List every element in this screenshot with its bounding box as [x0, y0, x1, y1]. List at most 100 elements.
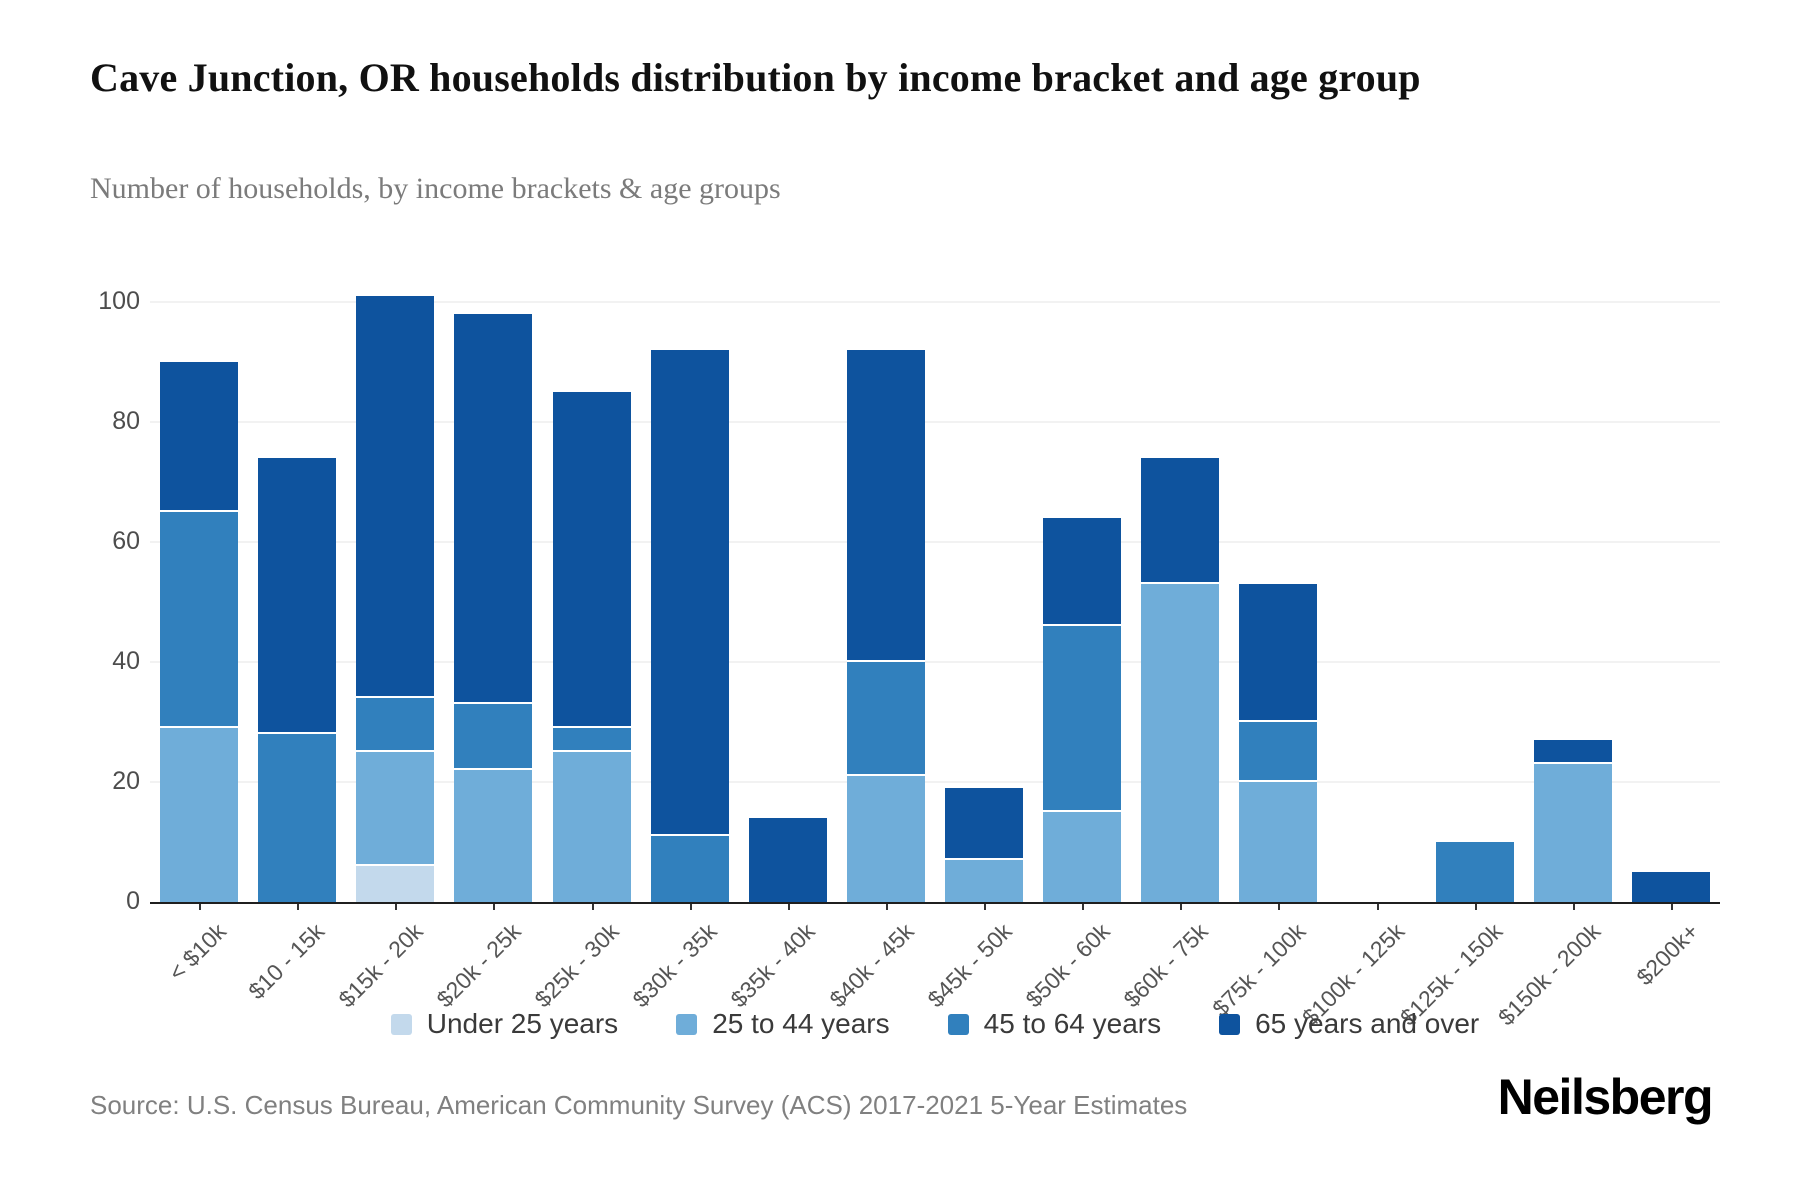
- bar-segment[interactable]: [1533, 764, 1612, 902]
- bars-row: < $10k $10 - 15k $15k - 20k $20k - 25k $25k …: [150, 296, 1720, 1030]
- stacked-bar[interactable]: [1533, 740, 1612, 902]
- y-tick-label-40: 40: [112, 647, 140, 675]
- legend-swatch: [1219, 1013, 1241, 1035]
- bar-segment[interactable]: [160, 512, 239, 728]
- bar-segment[interactable]: [552, 392, 631, 728]
- stacked-bar[interactable]: [160, 362, 239, 902]
- category-slot: $15k - 20k: [333, 296, 444, 1012]
- category-slot: $150k - 200k: [1493, 302, 1622, 1030]
- category-slot: $40k - 45k: [824, 302, 935, 1012]
- bar-segment[interactable]: [650, 350, 729, 836]
- x-axis-tick: [1082, 904, 1085, 910]
- legend: Under 25 years 25 to 44 years 45 to 64 yea…: [150, 1008, 1720, 1040]
- stacked-bar[interactable]: [454, 314, 533, 902]
- bar-segment[interactable]: [356, 296, 435, 698]
- bar-segment[interactable]: [454, 704, 533, 770]
- x-tick-label: $25k - 30k: [529, 918, 624, 1013]
- bar-segment[interactable]: [1043, 626, 1122, 812]
- legend-label: Under 25 years: [426, 1008, 619, 1039]
- x-axis-tick: [1670, 904, 1673, 910]
- stacked-bar[interactable]: [552, 392, 631, 902]
- legend-label: 65 years and over: [1255, 1008, 1480, 1039]
- stacked-bar[interactable]: [356, 296, 435, 902]
- legend-item[interactable]: 65 years and over: [1219, 1008, 1479, 1040]
- x-axis-tick: [1572, 904, 1575, 910]
- x-tick-label: $50k - 60k: [1020, 918, 1115, 1013]
- bar-segment[interactable]: [1435, 842, 1514, 902]
- bar-segment[interactable]: [748, 818, 827, 902]
- y-tick-label-80: 80: [112, 407, 140, 435]
- stacked-bar[interactable]: [1631, 872, 1710, 902]
- x-axis-tick: [1376, 904, 1379, 910]
- bar-segment[interactable]: [160, 362, 239, 512]
- x-axis-tick: [493, 904, 496, 910]
- bar-segment[interactable]: [1239, 722, 1318, 782]
- gridline-60: [150, 541, 1720, 543]
- bar-segment[interactable]: [454, 314, 533, 704]
- bar-segment[interactable]: [356, 752, 435, 866]
- category-slot: $75k - 100k: [1207, 302, 1327, 1021]
- stacked-bar[interactable]: [650, 350, 729, 902]
- legend-item[interactable]: 25 to 44 years: [676, 1008, 890, 1040]
- bar-segment[interactable]: [1239, 782, 1318, 902]
- bar-segment[interactable]: [1239, 584, 1318, 722]
- x-axis-tick: [297, 904, 300, 910]
- x-axis-tick: [984, 904, 987, 910]
- category-slot: $35k - 40k: [726, 302, 837, 1012]
- legend-swatch: [676, 1013, 698, 1035]
- bar-segment[interactable]: [454, 770, 533, 902]
- x-axis-tick: [1474, 904, 1477, 910]
- bar-segment[interactable]: [1141, 458, 1220, 584]
- legend-item[interactable]: Under 25 years: [390, 1008, 619, 1040]
- y-tick-label-20: 20: [112, 767, 140, 795]
- x-tick-label: $30k - 35k: [627, 918, 723, 1013]
- source-note: Source: U.S. Census Bureau, American Com…: [90, 1090, 1188, 1120]
- gridline-80: [150, 421, 1720, 423]
- category-slot: $45k - 50k: [922, 302, 1033, 1012]
- bar-segment[interactable]: [945, 860, 1024, 902]
- category-slot: $50k - 60k: [1020, 302, 1131, 1012]
- stacked-bar[interactable]: [258, 458, 337, 902]
- chart-subtitle: Number of households, by income brackets…: [90, 172, 781, 205]
- y-axis-labels: 0 20 40 60 80 100: [60, 287, 140, 915]
- bar-segment[interactable]: [1043, 812, 1122, 902]
- x-axis-tick: [787, 904, 790, 910]
- bar-segment[interactable]: [258, 458, 337, 734]
- bar-segment[interactable]: [552, 752, 631, 902]
- stacked-bar[interactable]: [1435, 842, 1514, 902]
- stacked-bar[interactable]: [1043, 518, 1122, 902]
- legend-item[interactable]: 45 to 64 years: [947, 1008, 1161, 1040]
- x-axis-tick: [591, 904, 594, 910]
- x-tick-label: $45k - 50k: [922, 918, 1017, 1013]
- category-slot: $200k+: [1622, 302, 1720, 990]
- bar-segment[interactable]: [650, 836, 729, 902]
- bar-segment[interactable]: [356, 866, 435, 902]
- x-tick-label: < $10k: [163, 918, 232, 986]
- stacked-bar[interactable]: [1239, 584, 1318, 902]
- bar-segment[interactable]: [258, 734, 337, 902]
- bar-segment[interactable]: [160, 728, 239, 902]
- bar-segment[interactable]: [1533, 740, 1612, 764]
- stacked-bar[interactable]: [846, 350, 925, 902]
- bar-segment[interactable]: [846, 662, 925, 776]
- stacked-bar[interactable]: [1141, 458, 1220, 902]
- stacked-bar[interactable]: [748, 818, 827, 902]
- neilsberg-logo[interactable]: Neilsberg: [1497, 1069, 1714, 1125]
- y-tick-label-0: 0: [126, 887, 140, 915]
- x-tick-label: $40k - 45k: [823, 918, 919, 1013]
- gridline-100: [150, 301, 1720, 303]
- x-axis-tick: [885, 904, 888, 910]
- legend-swatch: [947, 1013, 969, 1035]
- bar-segment[interactable]: [552, 728, 631, 752]
- gridline-40: [150, 661, 1720, 663]
- bar-segment[interactable]: [1631, 872, 1710, 902]
- bar-segment[interactable]: [945, 788, 1024, 860]
- x-axis-tick: [395, 904, 398, 910]
- bar-segment[interactable]: [846, 776, 925, 902]
- x-tick-label: $75k - 100k: [1207, 918, 1311, 1022]
- bar-segment[interactable]: [846, 350, 925, 662]
- bar-segment[interactable]: [356, 698, 435, 752]
- bar-segment[interactable]: [1141, 584, 1220, 902]
- bar-segment[interactable]: [1043, 518, 1122, 626]
- stacked-bar[interactable]: [945, 788, 1024, 902]
